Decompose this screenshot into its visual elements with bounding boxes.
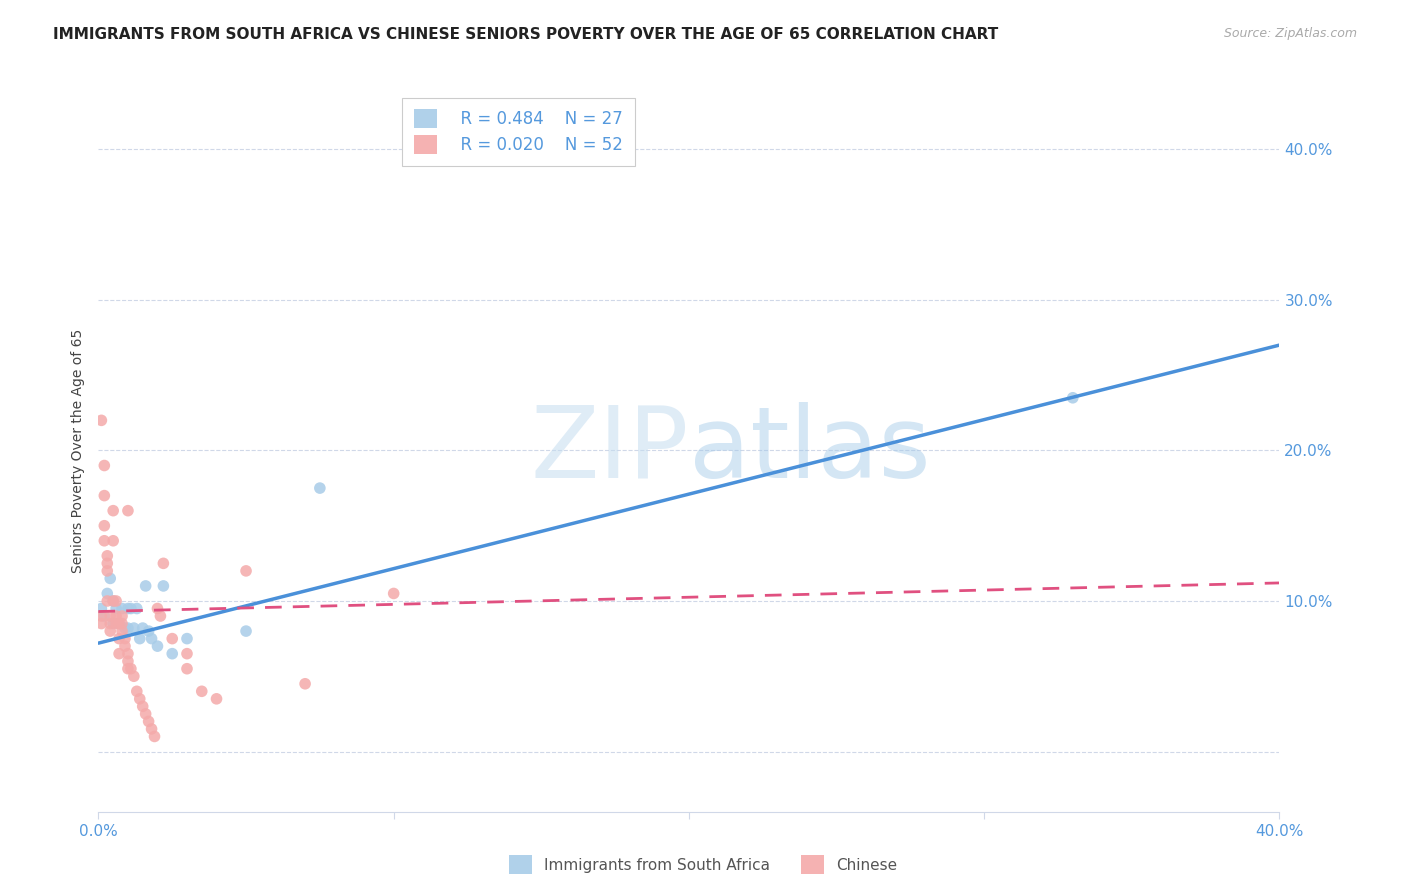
Point: [93, 533, 115, 548]
Point: [128, 632, 150, 646]
Legend:   R = 0.484    N = 27,   R = 0.020    N = 52: R = 0.484 N = 27, R = 0.020 N = 52: [402, 97, 636, 166]
Point: [108, 632, 131, 646]
Point: [93, 458, 115, 473]
Point: [162, 647, 183, 661]
Point: [132, 699, 155, 714]
Point: [138, 714, 160, 729]
Point: [162, 632, 183, 646]
Point: [120, 601, 142, 615]
Point: [96, 594, 118, 608]
Point: [96, 564, 118, 578]
Point: [98, 571, 121, 585]
Point: [90, 609, 112, 624]
Point: [382, 586, 405, 600]
Point: [138, 624, 160, 639]
Point: [152, 579, 174, 593]
Point: [111, 609, 134, 624]
Point: [105, 601, 128, 615]
Point: [108, 616, 131, 631]
Text: IMMIGRANTS FROM SOUTH AFRICA VS CHINESE SENIORS POVERTY OVER THE AGE OF 65 CORRE: IMMIGRANTS FROM SOUTH AFRICA VS CHINESE …: [53, 27, 998, 42]
Point: [146, 639, 169, 653]
Point: [132, 621, 155, 635]
Point: [114, 621, 136, 635]
Y-axis label: Seniors Poverty Over the Age of 65: Seniors Poverty Over the Age of 65: [70, 328, 84, 573]
Point: [152, 557, 174, 571]
Point: [117, 503, 139, 517]
Point: [135, 579, 157, 593]
Point: [235, 624, 257, 639]
Point: [149, 609, 172, 624]
Point: [93, 489, 115, 503]
Point: [141, 632, 163, 646]
Point: [111, 624, 134, 639]
Point: [111, 601, 134, 615]
Point: [90, 413, 112, 427]
Point: [205, 691, 228, 706]
Point: [117, 662, 139, 676]
Point: [90, 616, 112, 631]
Point: [103, 594, 125, 608]
Point: [103, 533, 125, 548]
Point: [135, 706, 157, 721]
Point: [125, 684, 148, 698]
Point: [146, 601, 169, 615]
Point: [309, 481, 332, 495]
Point: [122, 621, 145, 635]
Point: [120, 662, 142, 676]
Point: [114, 632, 136, 646]
Point: [117, 647, 139, 661]
Point: [105, 616, 128, 631]
Point: [117, 601, 139, 615]
Point: [294, 677, 316, 691]
Point: [98, 616, 121, 631]
Point: [103, 503, 125, 517]
Point: [1062, 391, 1084, 405]
Point: [105, 594, 128, 608]
Point: [141, 722, 163, 736]
Text: atlas: atlas: [689, 402, 931, 499]
Point: [103, 616, 125, 631]
Text: ZIP: ZIP: [530, 402, 689, 499]
Point: [128, 691, 150, 706]
Point: [108, 647, 131, 661]
Point: [235, 564, 257, 578]
Point: [93, 609, 115, 624]
Point: [98, 624, 121, 639]
Point: [96, 586, 118, 600]
Point: [176, 647, 198, 661]
Point: [108, 616, 131, 631]
Point: [103, 594, 125, 608]
Point: [191, 684, 214, 698]
Point: [143, 730, 166, 744]
Point: [176, 662, 198, 676]
Point: [114, 639, 136, 653]
Point: [98, 609, 121, 624]
Point: [90, 601, 112, 615]
Point: [176, 632, 198, 646]
Point: [93, 518, 115, 533]
Point: [105, 609, 128, 624]
Point: [96, 557, 118, 571]
Point: [122, 669, 145, 683]
Text: Source: ZipAtlas.com: Source: ZipAtlas.com: [1223, 27, 1357, 40]
Point: [117, 621, 139, 635]
Legend: Immigrants from South Africa, Chinese: Immigrants from South Africa, Chinese: [503, 849, 903, 880]
Point: [117, 654, 139, 668]
Point: [125, 601, 148, 615]
Point: [111, 616, 134, 631]
Point: [96, 549, 118, 563]
